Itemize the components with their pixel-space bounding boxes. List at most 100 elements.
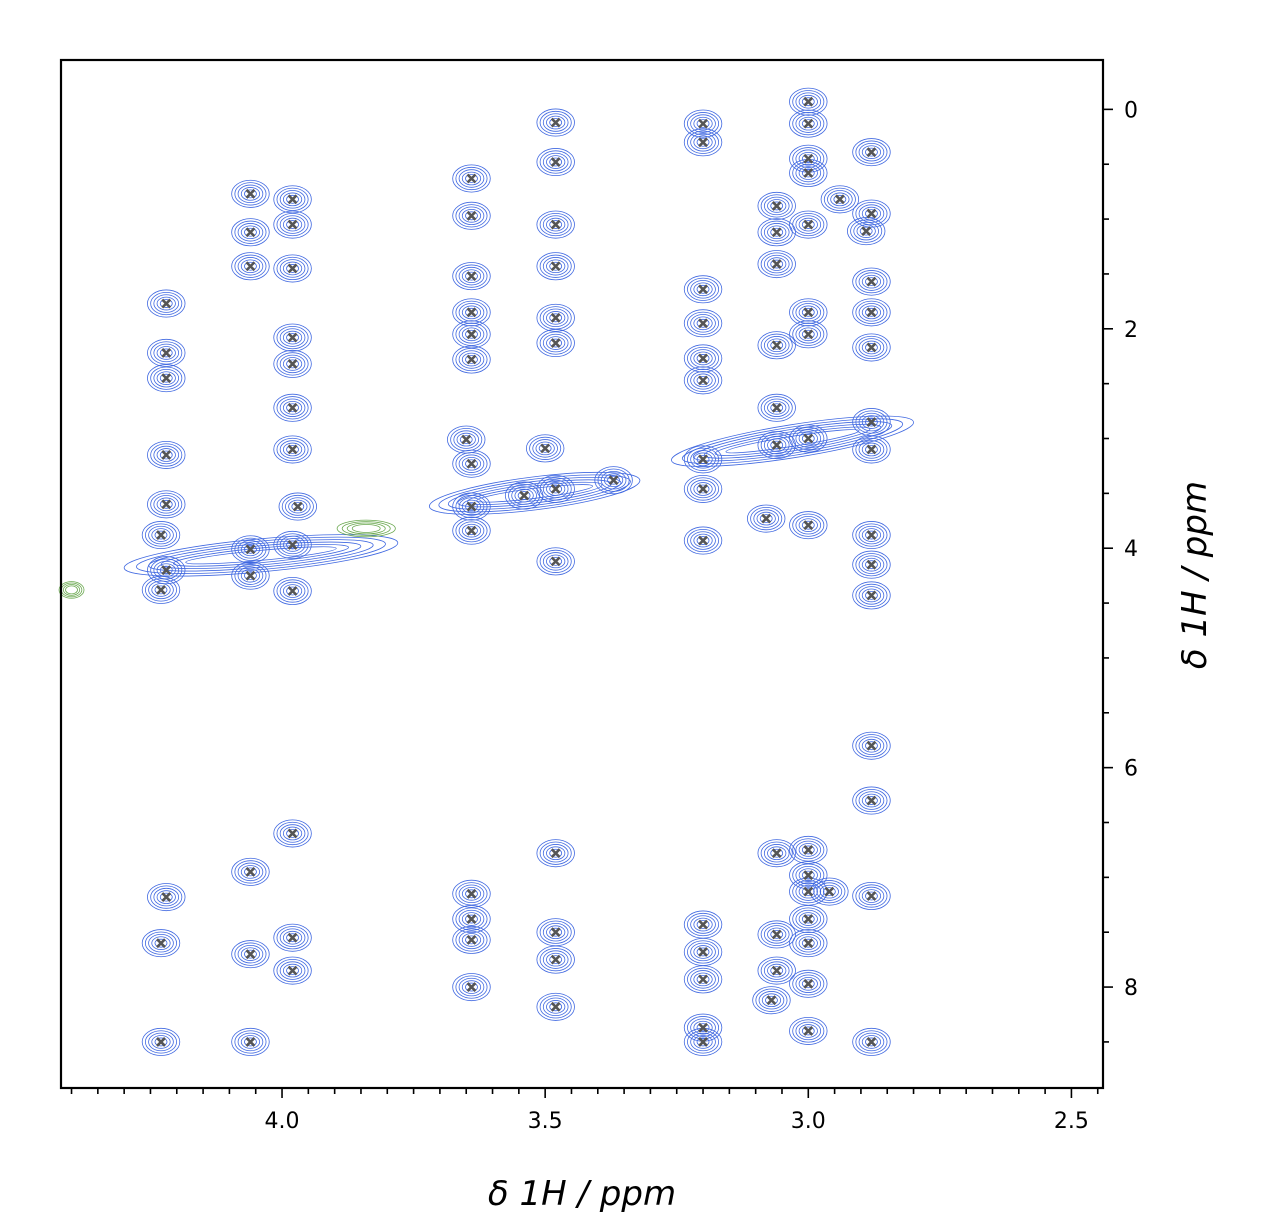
contour-line <box>822 887 836 897</box>
contour-line <box>153 294 180 313</box>
peak-marker <box>803 914 814 924</box>
peak-marker <box>866 307 877 318</box>
contour-line <box>690 1032 716 1052</box>
peak-marker <box>245 261 256 272</box>
contour-line <box>792 972 825 996</box>
contour-line <box>683 275 723 304</box>
contour-line <box>546 846 566 861</box>
diagonal-ridge-contour <box>671 415 914 467</box>
peak-contour <box>789 905 828 934</box>
negative-contour <box>62 584 81 596</box>
contour-line <box>795 840 822 860</box>
contour-line <box>852 1027 891 1056</box>
contour-line <box>770 201 784 211</box>
contour-line <box>237 184 264 204</box>
peak-contour <box>231 179 270 208</box>
contour-line <box>690 280 716 299</box>
contour-line <box>760 194 793 218</box>
peak-marker <box>287 332 298 343</box>
contour-line <box>801 938 815 948</box>
contour-line <box>683 965 723 994</box>
contour-line <box>286 220 299 229</box>
contour-line <box>276 396 309 420</box>
contour-line <box>687 346 720 371</box>
contour-line <box>273 819 312 848</box>
contour-line <box>798 1024 818 1038</box>
negative-contour <box>351 524 381 533</box>
peak-contour <box>536 547 575 576</box>
peak-contour <box>231 940 270 969</box>
peak-marker <box>550 954 561 965</box>
contour-line <box>276 256 309 281</box>
peak-marker <box>698 1037 708 1047</box>
contour-line <box>549 338 563 348</box>
peak-contour <box>273 323 312 352</box>
contour-line <box>525 434 565 463</box>
contour-line <box>687 447 720 471</box>
contour-line <box>798 518 818 532</box>
peak-contour <box>789 210 828 239</box>
contour-line <box>465 914 478 924</box>
contour-line <box>792 322 825 346</box>
peak-marker <box>161 373 172 384</box>
contour-line <box>542 333 569 353</box>
contour-line <box>798 976 818 991</box>
contour-line <box>237 257 264 276</box>
contour-line <box>861 738 882 753</box>
peak-contour <box>757 250 796 279</box>
contour-line <box>455 347 488 372</box>
peak-contour <box>683 937 723 966</box>
contour-line <box>693 116 713 131</box>
contour-line <box>141 1027 181 1056</box>
peak-marker <box>245 570 256 581</box>
peak-marker <box>803 978 814 989</box>
contour-line <box>690 114 716 133</box>
contour-line <box>282 963 303 978</box>
peak-contour <box>852 521 891 550</box>
contour-line <box>855 523 888 547</box>
contour-line <box>455 882 488 906</box>
contour-line <box>286 586 299 596</box>
contour-line <box>231 218 270 247</box>
peak-marker <box>803 1026 814 1036</box>
peak-marker <box>866 342 877 353</box>
contour-line <box>153 445 180 465</box>
peak-contour <box>273 435 312 464</box>
peak-contour <box>273 577 312 606</box>
contour-line <box>855 1030 888 1054</box>
peak-contour <box>789 87 828 116</box>
peak-marker <box>771 965 782 976</box>
peak-contour <box>231 561 270 590</box>
peak-marker <box>245 188 256 199</box>
contour-line <box>273 254 312 283</box>
contour-line <box>693 482 713 496</box>
peak-marker <box>245 544 256 555</box>
contour-line <box>458 909 485 929</box>
contour-line <box>767 963 787 978</box>
contour-line <box>855 788 888 813</box>
contour-line <box>465 271 478 281</box>
contour-line <box>154 530 168 540</box>
contour-line <box>801 329 815 339</box>
contour-line <box>760 922 793 947</box>
peak-contour <box>452 905 491 934</box>
peak-contour <box>757 956 796 985</box>
y-tick-label: 2 <box>1124 318 1138 343</box>
contour-line <box>273 923 312 952</box>
contour-line <box>240 259 261 274</box>
peak-marker <box>771 929 782 940</box>
contour-line <box>760 841 793 865</box>
contour-line <box>865 560 878 570</box>
contour-line <box>763 398 790 417</box>
contour-line <box>452 925 491 954</box>
contour-line <box>147 883 186 912</box>
contour-line <box>461 352 482 367</box>
contour-line <box>536 839 575 868</box>
diagonal-ridge-contour <box>703 423 882 459</box>
contour-line <box>855 884 888 908</box>
contour-line <box>696 1037 710 1047</box>
peak-marker <box>771 227 782 238</box>
contour-line <box>279 328 306 347</box>
peak-contour <box>452 320 491 349</box>
contour-line <box>273 435 312 464</box>
